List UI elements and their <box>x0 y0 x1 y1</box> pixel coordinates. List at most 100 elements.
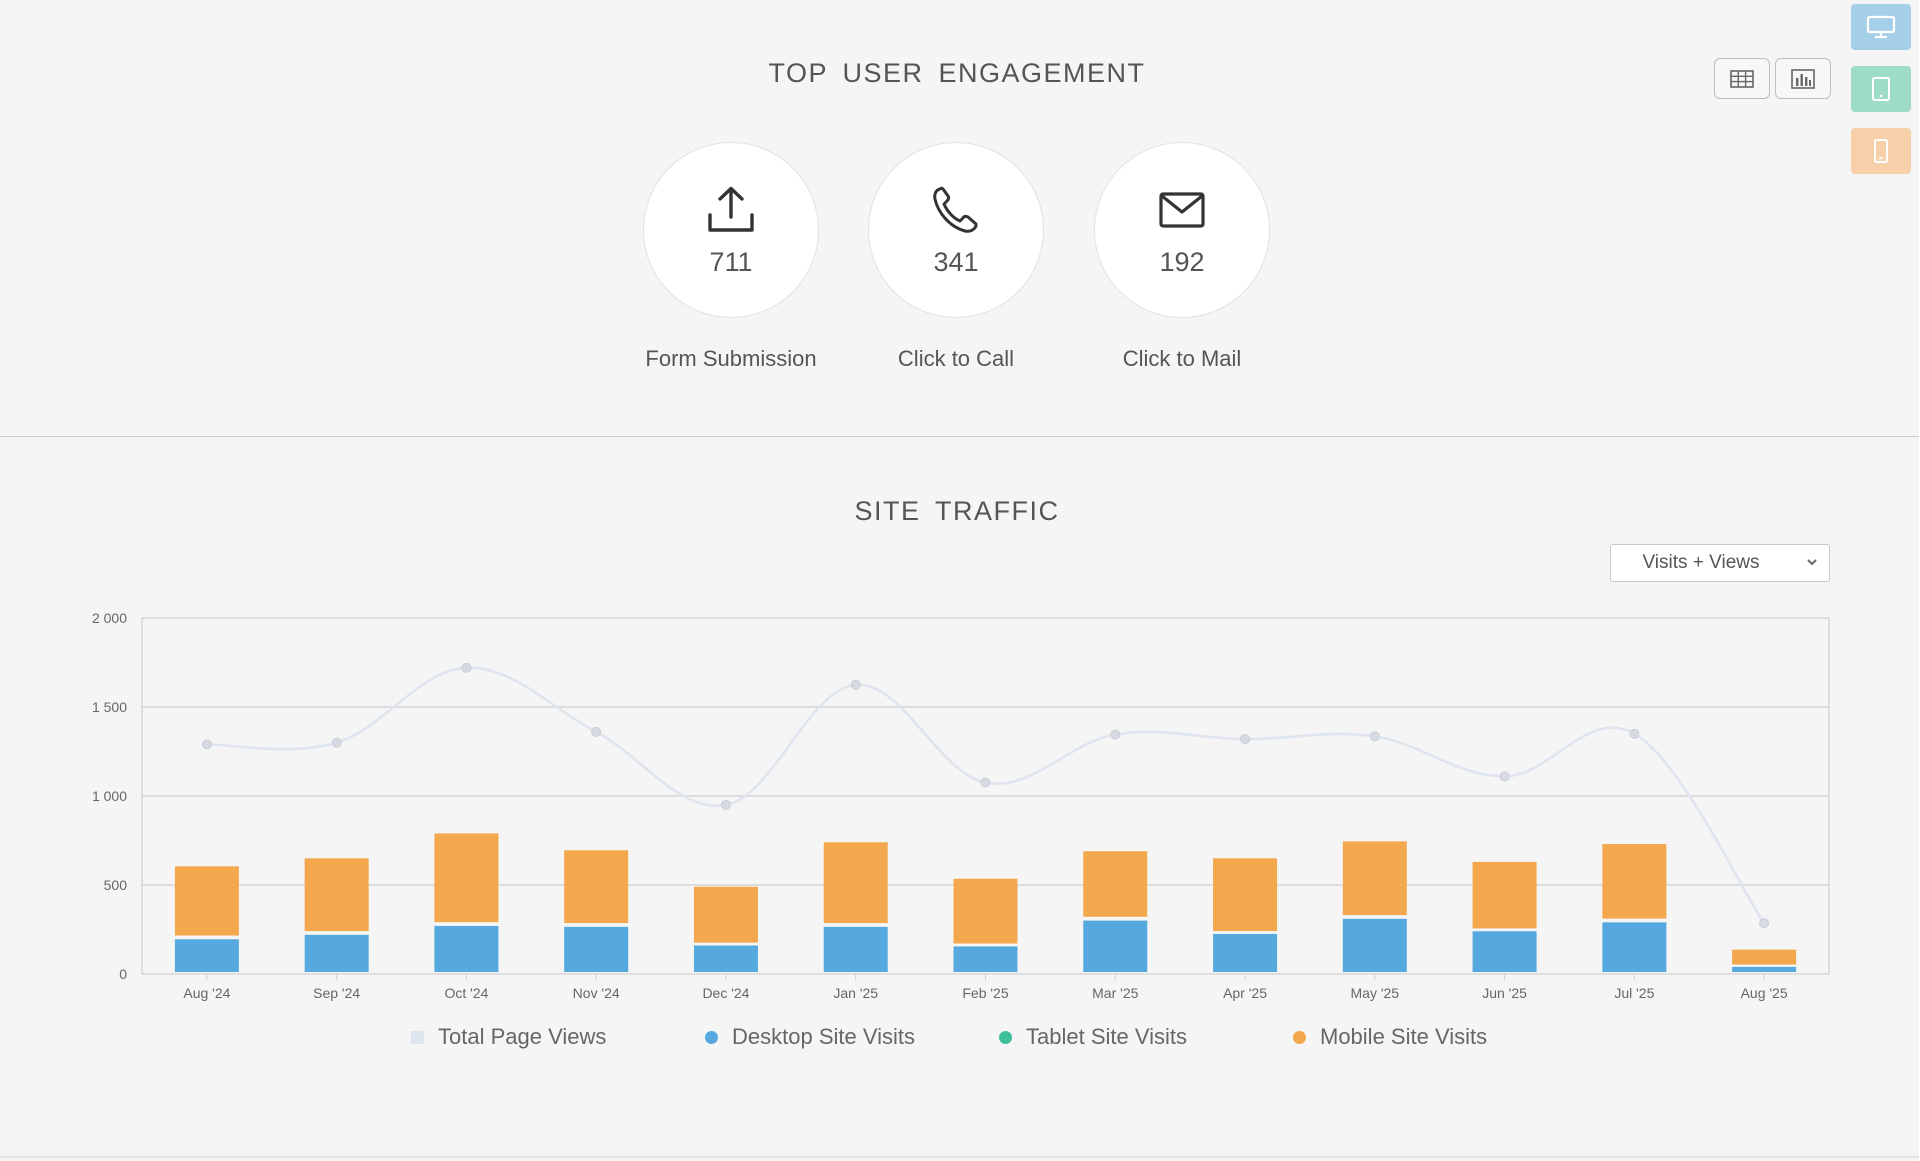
bar-desktop-site-visits <box>823 926 888 972</box>
x-tick-label: Apr '25 <box>1223 985 1267 1001</box>
engagement-title: TOP USER ENGAGEMENT <box>768 58 1146 88</box>
x-tick-label: Aug '24 <box>183 985 230 1001</box>
total-page-views-point <box>1240 734 1251 745</box>
click-to-call-count: 341 <box>933 246 979 277</box>
engagement-card-click-to-mail: 192 Click to Mail <box>1094 142 1270 371</box>
bar-desktop-site-visits <box>564 926 629 972</box>
bar-mobile-site-visits <box>823 842 888 924</box>
mobile-icon <box>1874 139 1888 163</box>
bar-desktop-site-visits <box>1602 922 1667 972</box>
x-tick-label: Jun '25 <box>1482 985 1527 1001</box>
bar-desktop-site-visits <box>1732 966 1797 972</box>
table-icon <box>1730 69 1754 88</box>
site-traffic-chart: 0 500 1 000 1 500 2 000 Aug '24 Sep '24 Oct '24… <box>92 610 1830 1001</box>
x-tick-label: Dec '24 <box>702 985 749 1001</box>
total-page-views-point <box>850 679 861 690</box>
legend-marker-square <box>411 1030 424 1044</box>
bar-chart-icon <box>1791 68 1815 89</box>
total-page-views-point <box>1110 729 1121 740</box>
x-tick-label: Mar '25 <box>1092 985 1138 1001</box>
bar-mobile-site-visits <box>174 866 239 936</box>
bar-mobile-site-visits <box>1342 841 1407 916</box>
legend-tablet-site-visits[interactable]: Tablet Site Visits <box>999 1024 1187 1050</box>
total-page-views-point <box>461 662 472 673</box>
phone-icon <box>933 186 978 233</box>
bar-desktop-site-visits <box>1472 931 1537 972</box>
total-page-views-point <box>980 777 991 788</box>
mail-icon <box>1159 191 1205 228</box>
bar-desktop-site-visits <box>174 939 239 972</box>
x-tick-label: Oct '24 <box>444 985 488 1001</box>
traffic-metric-select[interactable]: Visits + Views <box>1610 544 1830 582</box>
bar-desktop-site-visits <box>1083 920 1148 972</box>
mobile-filter-button[interactable] <box>1851 128 1911 174</box>
engagement-circle: 192 <box>1094 142 1270 318</box>
click-to-call-label: Click to Call <box>897 346 1015 371</box>
bar-desktop-site-visits <box>1213 933 1278 972</box>
bar-desktop-site-visits <box>1342 918 1407 972</box>
x-tick-label: Aug '25 <box>1741 985 1788 1001</box>
x-tick-label: Sep '24 <box>313 985 360 1001</box>
x-tick-label: Nov '24 <box>573 985 620 1001</box>
total-page-views-point <box>591 726 602 737</box>
chevron-down-icon <box>1807 559 1817 566</box>
desktop-icon <box>1866 15 1896 39</box>
total-page-views-point <box>720 799 731 810</box>
bar-mobile-site-visits <box>1213 858 1278 932</box>
total-page-views-point <box>1369 731 1380 742</box>
total-page-views-point <box>1499 771 1510 782</box>
legend-label: Total Page Views <box>438 1024 607 1049</box>
total-page-views-point <box>201 739 212 750</box>
bar-mobile-site-visits <box>1083 851 1148 917</box>
legend-label: Tablet Site Visits <box>1026 1024 1188 1049</box>
bar-desktop-site-visits <box>953 946 1018 972</box>
section-divider <box>0 436 1919 437</box>
table-view-button[interactable] <box>1714 58 1770 99</box>
bar-desktop-site-visits <box>434 925 499 972</box>
form-submission-count: 711 <box>709 246 753 277</box>
legend-desktop-site-visits[interactable]: Desktop Site Visits <box>705 1024 915 1050</box>
bar-desktop-site-visits <box>693 945 758 972</box>
legend-label: Mobile Site Visits <box>1320 1024 1488 1049</box>
engagement-circle: 341 <box>868 142 1044 318</box>
tablet-icon <box>1872 77 1890 101</box>
legend-mobile-site-visits[interactable]: Mobile Site Visits <box>1293 1024 1487 1050</box>
total-page-views-point <box>1629 728 1640 739</box>
bar-mobile-site-visits <box>1472 861 1537 929</box>
engagement-card-click-to-call: 341 Click to Call <box>868 142 1044 371</box>
desktop-filter-button[interactable] <box>1851 4 1911 50</box>
total-page-views-point <box>1759 918 1770 929</box>
bar-mobile-site-visits <box>434 833 499 923</box>
chart-view-button[interactable] <box>1775 58 1831 99</box>
click-to-mail-label: Click to Mail <box>1122 346 1242 371</box>
x-tick-label: Jul '25 <box>1614 985 1654 1001</box>
upload-icon <box>708 186 754 232</box>
x-tick-label: Jan '25 <box>833 985 878 1001</box>
y-tick-label: 500 <box>104 877 128 893</box>
legend-label: Desktop Site Visits <box>732 1024 916 1049</box>
bar-mobile-site-visits <box>1602 844 1667 919</box>
engagement-circle: 711 <box>643 142 819 318</box>
y-tick-label: 1 500 <box>92 699 127 715</box>
bar-mobile-site-visits <box>564 850 629 924</box>
x-tick-label: May '25 <box>1351 985 1400 1001</box>
engagement-card-form-submission: 711 Form Submission <box>643 142 819 371</box>
click-to-mail-count: 192 <box>1159 246 1205 277</box>
bottom-divider <box>0 1156 1919 1158</box>
bar-desktop-site-visits <box>304 934 369 972</box>
bar-mobile-site-visits <box>304 858 369 932</box>
bar-mobile-site-visits <box>693 886 758 943</box>
y-tick-label: 2 000 <box>92 610 127 626</box>
tablet-filter-button[interactable] <box>1851 66 1911 112</box>
legend-marker-dot <box>999 1030 1012 1044</box>
total-page-views-point <box>331 737 342 748</box>
legend-marker-dot <box>705 1030 718 1044</box>
legend-total-page-views[interactable]: Total Page Views <box>411 1024 606 1050</box>
form-submission-label: Form Submission <box>645 346 817 371</box>
traffic-metric-select-value: Visits + Views <box>1642 552 1760 573</box>
bar-mobile-site-visits <box>1732 949 1797 965</box>
legend-marker-dot <box>1293 1030 1306 1044</box>
y-tick-label: 0 <box>119 966 127 982</box>
